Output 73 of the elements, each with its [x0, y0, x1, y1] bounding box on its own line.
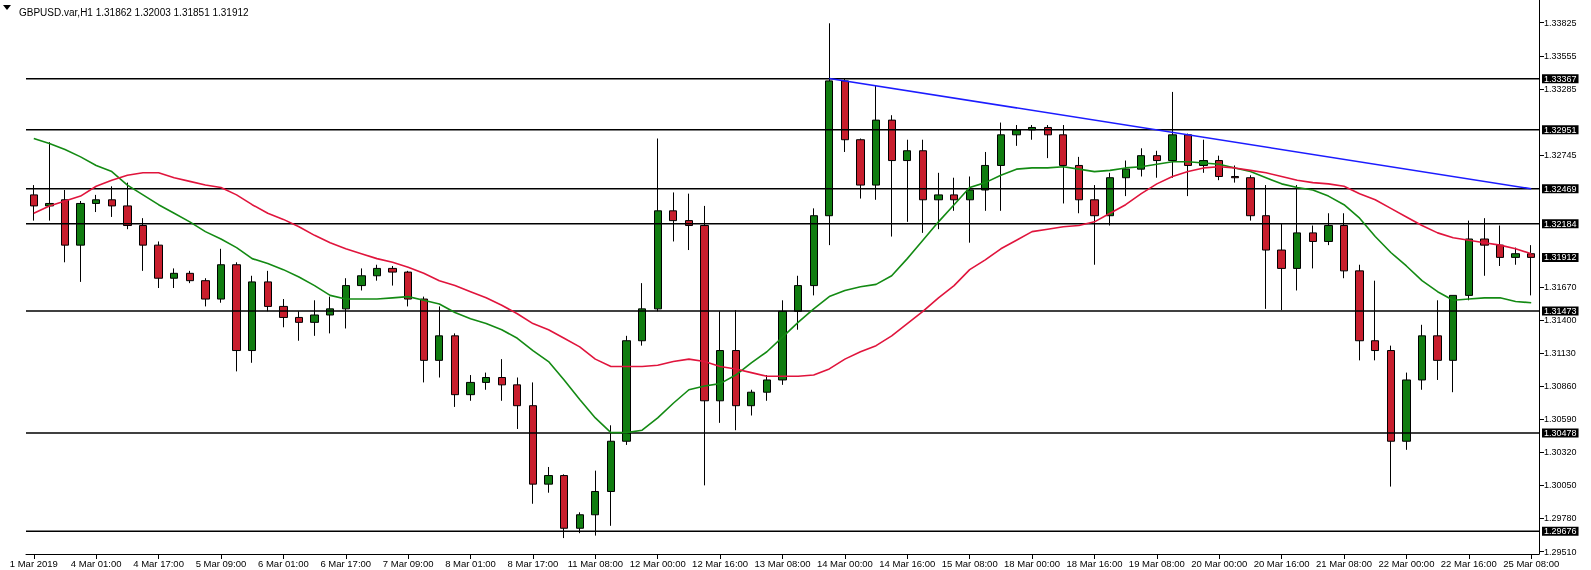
x-tick-label: 4 Mar 01:00 — [70, 557, 122, 569]
y-tick-label: 1.30860 — [1544, 381, 1577, 392]
candlestick — [217, 248, 225, 304]
x-tick-label: 22 Mar 00:00 — [1378, 557, 1435, 569]
x-tick-label: 21 Mar 08:00 — [1316, 557, 1373, 569]
x-tick-label: 14 Mar 00:00 — [816, 557, 873, 569]
candlestick — [1231, 164, 1239, 184]
candlestick — [373, 264, 381, 282]
y-tick-label: 1.33555 — [1544, 50, 1577, 61]
y-tick-label: 1.31130 — [1544, 347, 1576, 358]
candlestick — [1527, 244, 1535, 296]
y-tick-label: 1.33285 — [1544, 83, 1577, 94]
x-tick-label: 8 Mar 17:00 — [507, 557, 559, 569]
x-tick-label: 18 Mar 16:00 — [1066, 557, 1123, 569]
x-tick-label: 7 Mar 09:00 — [382, 557, 434, 569]
candlestick — [1418, 324, 1426, 391]
candlestick — [357, 267, 366, 291]
x-tick-label: 12 Mar 00:00 — [629, 557, 686, 569]
ref-line-label: 1.32469 — [1544, 183, 1577, 194]
x-tick-label: 11 Mar 08:00 — [567, 557, 623, 569]
candlestick — [170, 267, 178, 289]
candlestick — [201, 277, 210, 307]
x-tick-label: 20 Mar 16:00 — [1253, 557, 1310, 569]
y-tick-label: 1.29780 — [1544, 513, 1577, 524]
candlestick — [186, 270, 194, 284]
y-tick-label: 1.31670 — [1544, 281, 1577, 292]
x-tick-label: 8 Mar 01:00 — [445, 557, 496, 569]
candlestick — [451, 332, 459, 408]
line-series — [33, 165, 1532, 378]
text: 1.31912 — [1544, 252, 1577, 263]
candlestick — [544, 466, 553, 494]
candlestick — [404, 270, 412, 307]
candlestick — [1153, 150, 1161, 179]
x-tick-label: 6 Mar 01:00 — [258, 557, 309, 569]
ref-line-label: 1.30478 — [1544, 427, 1577, 438]
text: GBPUSD.var,H1 1.31862 1.32003 1.31851 1.31912 — [19, 6, 250, 18]
x-tick-label: 1 Mar 2019 — [9, 557, 58, 569]
x-tick-label: 20 Mar 00:00 — [1191, 557, 1248, 569]
x-tick-label: 12 Mar 16:00 — [692, 557, 749, 569]
y-tick-label: 1.29510 — [1544, 546, 1577, 557]
x-tick-label: 6 Mar 17:00 — [320, 557, 372, 569]
y-tick-label: 1.30320 — [1544, 447, 1577, 458]
y-tick-label: 1.30590 — [1544, 414, 1577, 425]
y-tick-label: 1.30050 — [1544, 480, 1577, 491]
x-tick-label: 14 Mar 16:00 — [879, 557, 936, 569]
x-tick-label: 18 Mar 00:00 — [1004, 557, 1061, 569]
candlestick — [1511, 247, 1520, 266]
x-tick-label: 22 Mar 16:00 — [1440, 557, 1497, 569]
y-tick-label: 1.33825 — [1544, 17, 1577, 28]
candlestick — [154, 240, 163, 289]
y-tick-label: 1.32745 — [1544, 150, 1577, 161]
candlestick — [513, 377, 521, 430]
x-tick-label: 15 Mar 08:00 — [941, 557, 998, 569]
x-tick-label: 19 Mar 08:00 — [1128, 557, 1185, 569]
ref-line-label: 1.33367 — [1544, 73, 1577, 84]
candlestick — [747, 389, 755, 416]
candlestick — [466, 374, 475, 402]
x-tick-label: 4 Mar 17:00 — [133, 557, 184, 569]
candlestick — [498, 358, 506, 402]
ref-line-label: 1.32184 — [1544, 218, 1577, 229]
x-tick-label: 5 Mar 09:00 — [195, 557, 247, 569]
candlestick — [763, 374, 771, 402]
ref-line-label: 1.29676 — [1544, 526, 1577, 537]
y-tick-label: 1.31400 — [1544, 314, 1577, 325]
candlestick — [92, 194, 100, 213]
x-tick-label: 25 Mar 08:00 — [1503, 557, 1560, 569]
candlestick — [1137, 147, 1145, 177]
ref-line-label: 1.32951 — [1544, 124, 1577, 135]
ref-line-label: 1.31473 — [1544, 305, 1577, 316]
line-series — [33, 137, 1532, 434]
candlestick — [482, 372, 490, 391]
x-tick-label: 13 Mar 08:00 — [754, 557, 811, 569]
candlestick — [388, 265, 397, 287]
